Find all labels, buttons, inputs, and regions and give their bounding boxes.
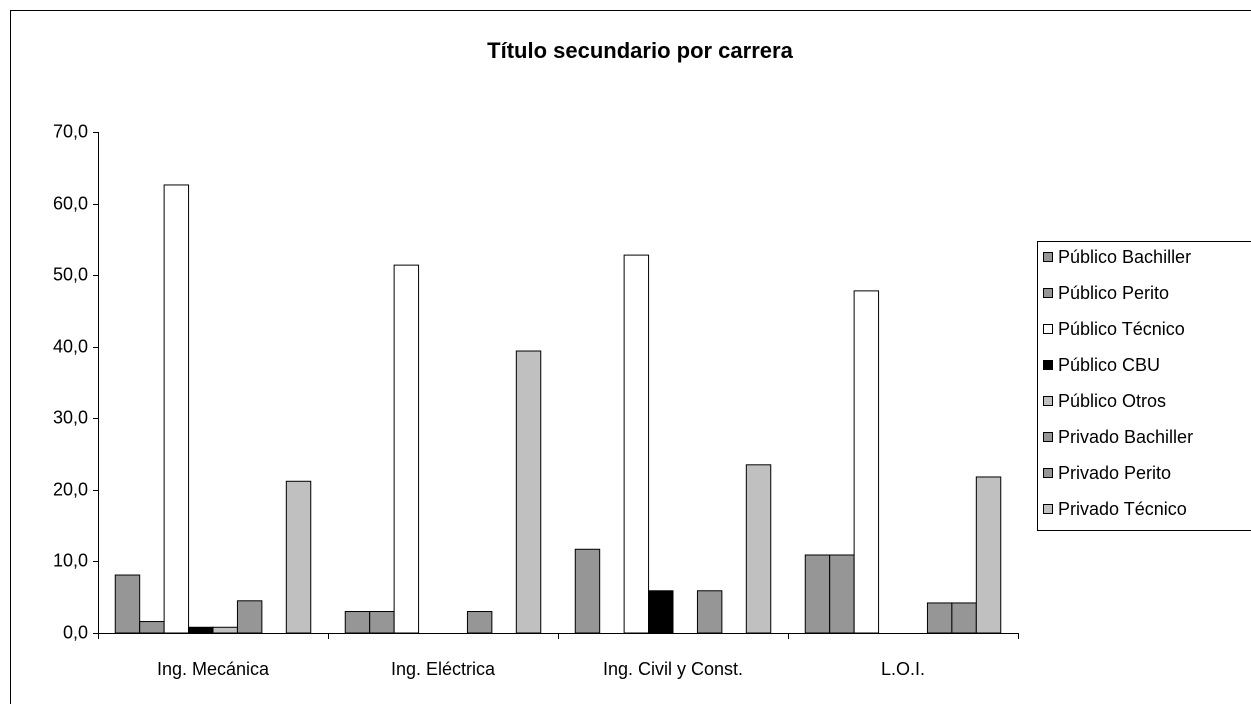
legend-label: Privado Técnico [1058, 499, 1187, 519]
bar [163, 184, 190, 634]
legend-label: Privado Bachiller [1058, 427, 1193, 447]
bar [926, 602, 953, 634]
chart-title: Título secundario por carrera [487, 38, 793, 63]
legend-box [1037, 241, 1251, 531]
bar [804, 554, 831, 634]
legend-label: Público Perito [1058, 283, 1169, 303]
legend-label: Público Otros [1058, 391, 1166, 411]
y-tick-label: 40,0 [53, 336, 88, 356]
bar [745, 464, 772, 634]
bar [648, 590, 674, 634]
y-tick-label: 20,0 [53, 479, 88, 499]
bar [975, 476, 1002, 634]
y-tick-label: 70,0 [53, 121, 88, 141]
y-tick-label: 50,0 [53, 264, 88, 284]
bar [114, 574, 141, 634]
x-tick-label: Ing. Eléctrica [391, 659, 496, 679]
legend-swatch [1043, 504, 1053, 514]
bar [951, 602, 977, 634]
bar [853, 290, 880, 634]
bar [188, 626, 214, 634]
y-tick-label: 10,0 [53, 550, 88, 570]
y-tick-label: 0,0 [63, 622, 88, 642]
legend-swatch [1043, 252, 1053, 262]
legend-label: Público Técnico [1058, 319, 1185, 339]
bar [574, 548, 601, 634]
bar [285, 480, 312, 634]
x-tick-label: Ing. Mecánica [157, 659, 270, 679]
legend-label: Público Bachiller [1058, 247, 1191, 267]
legend-swatch [1043, 360, 1053, 370]
bar [369, 611, 395, 634]
legend-swatch [1043, 396, 1053, 406]
x-tick-label: L.O.I. [881, 659, 925, 679]
bar [623, 254, 650, 634]
y-tick-label: 30,0 [53, 407, 88, 427]
y-tick-label: 60,0 [53, 193, 88, 213]
bar [696, 590, 723, 634]
bar [139, 621, 165, 634]
legend-swatch [1043, 468, 1053, 478]
legend-swatch [1043, 324, 1053, 334]
bar [236, 600, 263, 634]
bar [212, 626, 238, 634]
bar [393, 264, 420, 634]
bar [344, 611, 371, 634]
legend-swatch [1043, 432, 1053, 442]
bar [466, 611, 493, 634]
bar [515, 350, 542, 634]
bar [829, 554, 855, 634]
legend-label: Público CBU [1058, 355, 1160, 375]
x-tick-label: Ing. Civil y Const. [603, 659, 743, 679]
legend-label: Privado Perito [1058, 463, 1171, 483]
legend-swatch [1043, 288, 1053, 298]
